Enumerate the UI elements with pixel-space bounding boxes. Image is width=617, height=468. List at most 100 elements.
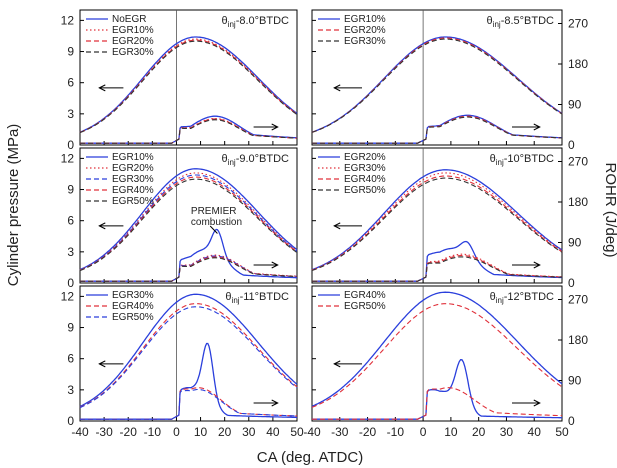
plot-frame (311, 147, 563, 284)
injection-timing-label: θinj-8.5°BTDC (487, 15, 554, 29)
y-tick-label: 0 (67, 276, 74, 290)
legend-label: EGR30% (112, 290, 154, 301)
x-tick-label: -20 (359, 425, 377, 439)
x-tick-label: 50 (290, 425, 304, 439)
y-tick-label: 9 (67, 45, 74, 59)
rohr-curve-EGR40% (312, 359, 562, 420)
y-right-tick-label: 0 (568, 138, 575, 152)
y-tick-label: 3 (67, 383, 74, 397)
rohr-curve-EGR20% (80, 118, 298, 144)
annotation-pointer (209, 225, 218, 234)
legend-label: EGR30% (112, 174, 154, 185)
y-tick-label: 6 (67, 76, 74, 90)
rohr-curve-EGR50% (80, 388, 298, 420)
y-axis-title-right: ROHR (J/deg) (602, 162, 617, 257)
pressure-axis-arrowhead (333, 222, 341, 230)
pressure-curve-EGR30% (79, 293, 298, 407)
injection-timing-label: θinj-10°BTDC (490, 153, 554, 167)
pressure-curve-EGR50% (79, 178, 298, 272)
plot-frame (311, 9, 563, 146)
legend-label: EGR50% (112, 196, 154, 207)
y-right-tick-label: 0 (568, 414, 575, 428)
y-tick-label: 0 (67, 414, 74, 428)
rohr-curve-EGR20% (80, 254, 298, 282)
legend-label: EGR40% (344, 174, 386, 185)
x-tick-label: 30 (242, 425, 256, 439)
rohr-curve-EGR40% (312, 255, 563, 282)
x-tick-label: -20 (120, 425, 138, 439)
x-axis-title: CA (deg. ATDC) (257, 449, 363, 466)
x-tick-label: -40 (303, 425, 321, 439)
y-right-tick-label: 0 (568, 276, 575, 290)
legend-label: EGR30% (112, 47, 154, 58)
rohr-curve-EGR50% (80, 257, 298, 282)
y-right-tick-label: 90 (568, 98, 582, 112)
legend-label: EGR10% (344, 14, 386, 25)
y-axis-title-left: Cylinder pressure (MPa) (5, 124, 22, 287)
x-tick-label: -10 (387, 425, 405, 439)
x-tick-label: 30 (500, 425, 514, 439)
pressure-curve-EGR10% (79, 168, 298, 271)
panel-middle-left: 0 3 6 9 12 EGR10%EGR20%EGR30%EGR40%EGR50% θinj… (61, 147, 298, 290)
y-right-tick-label: 180 (568, 195, 588, 209)
plot-frame (79, 147, 298, 284)
panel-bottom-left: 0 3 6 9 12 EGR30%EGR40%EGR50% θinj-11°BTDC (61, 285, 298, 428)
x-tick-label: -30 (331, 425, 349, 439)
x-tick-label: 10 (444, 425, 458, 439)
x-tick-label: 40 (528, 425, 542, 439)
x-tick-label: 10 (194, 425, 208, 439)
legend-label: EGR20% (112, 163, 154, 174)
y-tick-label: 6 (67, 352, 74, 366)
injection-timing-label: θinj-12°BTDC (490, 291, 554, 305)
rohr-curve-EGR10% (80, 117, 298, 144)
pressure-curve-EGR40% (79, 303, 298, 408)
pressure-curve-EGR40% (311, 291, 563, 407)
rohr-curve-EGR10% (80, 228, 297, 282)
x-tick-label: -30 (95, 425, 113, 439)
pressure-axis-arrowhead (333, 84, 341, 92)
rohr-curve-EGR20% (312, 115, 563, 144)
injection-timing-label: θinj-9.0°BTDC (222, 153, 289, 167)
pressure-curve-EGR50% (79, 306, 298, 409)
rohr-curve-EGR30% (80, 119, 298, 144)
rohr-axis-arrowhead (533, 123, 541, 131)
panel-bottom-right: 0 90 180 270 EGR40%EGR50% θinj-12°BTDC (311, 285, 588, 428)
y-tick-label: 12 (61, 289, 75, 303)
pressure-axis-arrowhead (98, 84, 106, 92)
premier-combustion-annotation: PREMIER (191, 206, 237, 217)
rohr-axis-arrowhead (271, 123, 279, 131)
premier-combustion-annotation: combustion (191, 217, 242, 228)
rohr-curve-EGR30% (312, 116, 563, 144)
pressure-curve-EGR50% (311, 177, 563, 272)
legend-label: EGR40% (344, 290, 386, 301)
y-tick-label: 12 (61, 151, 75, 165)
x-tick-label: 20 (218, 425, 232, 439)
legend-label: EGR40% (112, 301, 154, 312)
pressure-axis-arrowhead (98, 360, 106, 368)
y-right-tick-label: 180 (568, 333, 588, 347)
plot-frame (311, 285, 563, 422)
y-right-tick-label: 270 (568, 155, 588, 169)
x-tick-label: -40 (71, 425, 89, 439)
rohr-curve-EGR30% (80, 255, 298, 282)
x-tick-label: 0 (173, 425, 180, 439)
x-tick-label: 0 (420, 425, 427, 439)
legend-label: EGR50% (112, 312, 154, 323)
y-tick-label: 0 (67, 138, 74, 152)
y-tick-label: 3 (67, 245, 74, 259)
x-tick-label: 40 (266, 425, 280, 439)
rohr-curve-EGR40% (80, 256, 298, 282)
y-tick-label: 12 (61, 13, 75, 27)
pressure-curve-EGR20% (311, 169, 563, 271)
pressure-curve-EGR30% (311, 38, 563, 133)
y-tick-label: 3 (67, 107, 74, 121)
rohr-axis-arrowhead (533, 261, 541, 269)
rohr-curve-EGR30% (312, 253, 562, 282)
legend-label: EGR50% (344, 301, 386, 312)
injection-timing-label: θinj-8.0°BTDC (222, 15, 289, 29)
rohr-curve-NoEGR (80, 115, 298, 144)
injection-timing-label: θinj-11°BTDC (225, 291, 289, 305)
